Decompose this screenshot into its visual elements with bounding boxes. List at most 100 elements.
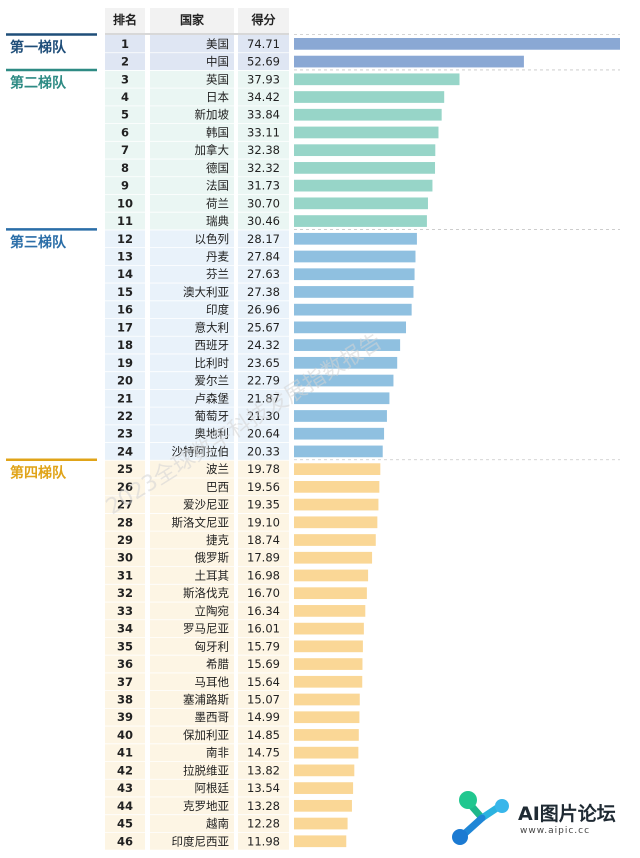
rank-label: 2 xyxy=(121,55,129,69)
rank-label: 42 xyxy=(117,763,133,777)
country-label: 韩国 xyxy=(206,125,229,139)
rank-label: 5 xyxy=(121,108,129,122)
logo-url: www.aipic.cc xyxy=(520,826,591,836)
country-label: 希腊 xyxy=(206,657,229,671)
bar xyxy=(294,410,387,422)
score-label: 14.99 xyxy=(247,710,280,724)
rank-label: 32 xyxy=(117,586,133,600)
score-label: 34.42 xyxy=(247,90,280,104)
bar xyxy=(294,215,427,227)
bar xyxy=(294,268,415,281)
score-label: 74.71 xyxy=(247,37,280,51)
score-label: 16.98 xyxy=(247,568,280,582)
bar xyxy=(294,250,416,263)
score-label: 30.70 xyxy=(247,196,280,210)
site-logo xyxy=(440,780,640,850)
country-label: 印度 xyxy=(206,303,229,317)
country-label: 保加利亚 xyxy=(183,728,229,742)
country-label: 波兰 xyxy=(206,462,229,476)
bar xyxy=(294,356,398,369)
bar xyxy=(294,534,376,546)
rank-label: 37 xyxy=(117,675,133,689)
rank-label: 9 xyxy=(121,179,129,193)
country-label: 丹麦 xyxy=(206,250,229,264)
country-label: 沙特阿拉伯 xyxy=(172,444,230,458)
tier-label: 第三梯队 xyxy=(10,234,67,251)
country-label: 南非 xyxy=(206,746,229,760)
score-label: 28.17 xyxy=(247,232,280,246)
bar xyxy=(294,339,401,351)
score-label: 25.67 xyxy=(247,320,280,334)
rank-label: 35 xyxy=(117,639,133,653)
bar xyxy=(294,569,369,582)
rank-label: 36 xyxy=(117,657,133,671)
score-label: 21.87 xyxy=(247,391,280,405)
bar xyxy=(294,179,433,192)
score-label: 19.56 xyxy=(247,480,280,494)
country-label: 爱沙尼亚 xyxy=(183,498,229,512)
rank-label: 41 xyxy=(117,746,133,760)
score-label: 15.07 xyxy=(247,693,280,707)
score-label: 27.38 xyxy=(247,285,280,299)
rank-label: 10 xyxy=(117,196,133,210)
score-label: 26.96 xyxy=(247,303,280,317)
bar xyxy=(294,516,378,529)
rank-label: 24 xyxy=(117,444,133,458)
bar xyxy=(294,73,460,86)
tier-column-bg xyxy=(105,229,145,461)
rank-label: 34 xyxy=(117,622,133,636)
tier-label: 第四梯队 xyxy=(10,464,67,481)
rank-label: 16 xyxy=(117,303,133,317)
bar xyxy=(294,640,363,653)
rank-label: 30 xyxy=(117,551,133,565)
bar xyxy=(294,675,363,688)
score-label: 20.64 xyxy=(247,427,280,441)
score-label: 33.84 xyxy=(247,108,280,122)
bar xyxy=(294,498,379,511)
country-label: 俄罗斯 xyxy=(195,551,230,565)
score-label: 18.74 xyxy=(247,533,280,547)
country-label: 瑞典 xyxy=(206,214,229,228)
score-label: 21.30 xyxy=(247,409,280,423)
rank-label: 8 xyxy=(121,161,129,175)
rank-label: 44 xyxy=(117,799,133,813)
rank-label: 28 xyxy=(117,515,133,529)
country-label: 美国 xyxy=(206,37,229,51)
bar xyxy=(294,746,359,759)
tier-label: 第二梯队 xyxy=(10,74,67,91)
score-label: 31.73 xyxy=(247,179,280,193)
country-label: 日本 xyxy=(206,90,229,104)
score-label: 13.28 xyxy=(247,799,280,813)
score-label: 19.35 xyxy=(247,498,280,512)
score-label: 14.75 xyxy=(247,746,280,760)
bar xyxy=(294,38,620,50)
score-label: 15.79 xyxy=(247,639,280,653)
score-label: 24.32 xyxy=(247,338,280,352)
rank-label: 23 xyxy=(117,427,133,441)
score-label: 32.38 xyxy=(247,143,280,157)
score-label: 37.93 xyxy=(247,72,280,86)
country-label: 澳大利亚 xyxy=(183,285,229,299)
tier-label: 第一梯队 xyxy=(10,39,67,56)
country-label: 塞浦路斯 xyxy=(183,693,229,707)
score-label: 15.69 xyxy=(247,657,280,671)
rank-label: 39 xyxy=(117,710,133,724)
country-label: 捷克 xyxy=(206,533,229,547)
bar xyxy=(294,303,412,316)
header-cell-bg xyxy=(238,8,289,33)
score-label: 14.85 xyxy=(247,728,280,742)
rank-label: 29 xyxy=(117,533,133,547)
header-cell-bg xyxy=(105,8,145,33)
rank-label: 25 xyxy=(117,462,133,476)
country-label: 意大利 xyxy=(195,320,230,334)
rank-label: 17 xyxy=(117,320,133,334)
country-label: 法国 xyxy=(206,179,229,193)
country-label: 中国 xyxy=(206,55,229,69)
country-label: 奥地利 xyxy=(195,427,230,441)
bar xyxy=(294,286,414,298)
rank-label: 21 xyxy=(117,391,133,405)
country-label: 西班牙 xyxy=(195,338,230,352)
score-label: 15.64 xyxy=(247,675,280,689)
rank-label: 31 xyxy=(117,568,133,582)
